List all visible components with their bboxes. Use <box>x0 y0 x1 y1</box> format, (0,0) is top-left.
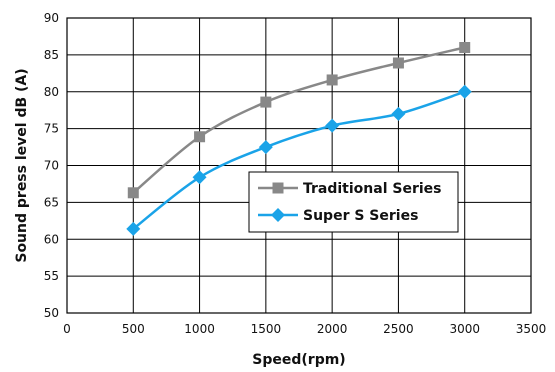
diamond-marker <box>325 118 340 133</box>
square-marker <box>127 187 139 199</box>
square-marker <box>260 96 272 108</box>
x-tick-label: 0 <box>63 322 71 336</box>
y-tick-label: 75 <box>44 122 59 136</box>
x-axis-ticks: 0 500 1000 1500 2000 2500 3000 3500 <box>63 322 546 336</box>
y-tick-label: 85 <box>44 48 59 62</box>
grid <box>66 17 532 314</box>
y-tick-label: 70 <box>44 159 59 173</box>
y-tick-label: 80 <box>44 85 59 99</box>
y-axis-ticks: 50 55 60 65 70 75 80 85 90 <box>44 11 59 320</box>
y-tick-label: 65 <box>44 195 59 209</box>
diamond-marker <box>126 221 141 236</box>
series-line <box>132 46 465 194</box>
x-tick-label: 500 <box>122 322 145 336</box>
y-tick-label: 55 <box>44 269 59 283</box>
square-marker <box>326 74 338 86</box>
legend-label: Super S Series <box>303 208 418 224</box>
diamond-marker <box>457 84 472 99</box>
x-tick-label: 1000 <box>184 322 215 336</box>
y-tick-label: 60 <box>44 232 59 246</box>
square-marker <box>459 42 471 53</box>
legend-diamond-marker <box>271 208 285 222</box>
x-tick-label: 2500 <box>383 322 414 336</box>
legend: Traditional Series Super S Series <box>248 171 459 233</box>
square-marker <box>392 57 404 69</box>
legend-label: Traditional Series <box>303 181 442 197</box>
legend-item: Super S Series <box>258 208 418 224</box>
diamond-marker <box>192 170 207 185</box>
diamond-marker <box>391 106 406 121</box>
plot-frame <box>66 17 532 314</box>
y-tick-label: 50 <box>44 306 59 320</box>
y-tick-label: 90 <box>44 11 59 25</box>
x-tick-label: 1500 <box>251 322 282 336</box>
y-axis-title: Sound press level dB (A) <box>14 68 30 262</box>
series-2 <box>126 84 472 236</box>
x-axis-title: Speed(rpm) <box>252 352 345 368</box>
x-tick-label: 3000 <box>449 322 480 336</box>
legend-item: Traditional Series <box>258 181 442 197</box>
x-tick-label: 2000 <box>317 322 348 336</box>
legend-box <box>248 171 459 233</box>
legend-items: Traditional Series Super S Series <box>258 181 442 224</box>
x-tick-label: 3500 <box>516 322 547 336</box>
legend-square-marker <box>272 182 284 194</box>
series-layer <box>126 42 472 236</box>
diamond-marker <box>258 140 273 155</box>
square-marker <box>194 131 206 143</box>
series-1 <box>127 42 471 199</box>
